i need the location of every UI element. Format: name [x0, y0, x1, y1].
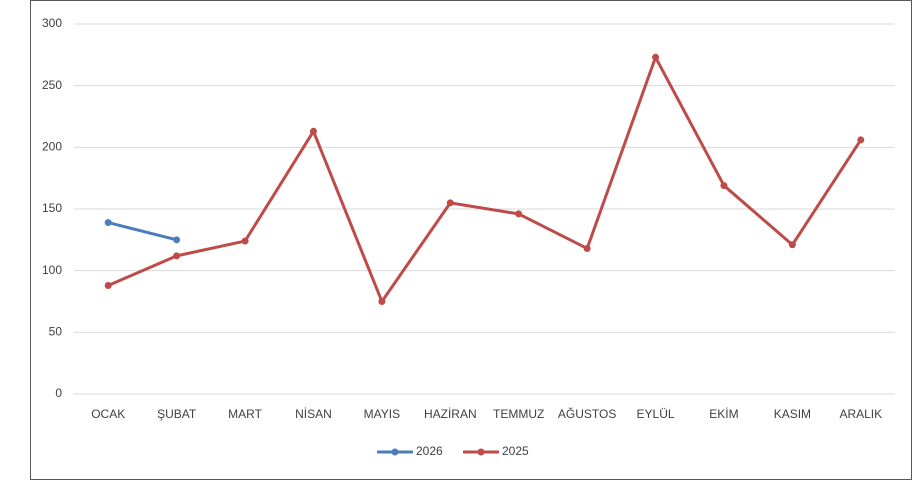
x-tick-label: MAYIS [364, 407, 400, 421]
x-tick-label: ŞUBAT [157, 407, 197, 421]
x-tick-label: HAZİRAN [424, 407, 477, 421]
x-tick-label: KASIM [774, 407, 811, 421]
x-tick-label: OCAK [91, 407, 125, 421]
point [652, 53, 660, 61]
point [241, 237, 249, 245]
y-tick-label: 0 [55, 386, 62, 400]
legend-marker [477, 448, 485, 456]
y-tick-label: 50 [49, 325, 63, 339]
y-tick-label: 200 [42, 140, 62, 154]
series-line [107, 55, 863, 303]
point [104, 281, 112, 289]
x-tick-label: TEMMUZ [493, 407, 544, 421]
point [309, 127, 317, 135]
x-tick-label: NİSAN [295, 407, 332, 421]
legend-marker [391, 448, 399, 456]
x-tick-label: MART [228, 407, 262, 421]
point [378, 298, 386, 305]
point [720, 182, 728, 190]
x-tick-label: EYLÜL [637, 407, 675, 421]
point [583, 244, 591, 252]
point [788, 241, 796, 249]
x-tick-label: AĞUSTOS [558, 406, 616, 421]
y-tick-label: 250 [42, 78, 62, 92]
x-tick-label: ARALIK [839, 407, 882, 421]
y-tick-label: 100 [42, 263, 62, 277]
point [173, 252, 181, 260]
series-line [107, 221, 177, 242]
y-tick-label: 150 [42, 201, 62, 215]
legend-label: 2026 [416, 444, 443, 458]
legend-label: 2025 [502, 444, 529, 458]
x-tick-label: EKİM [709, 407, 738, 421]
point [173, 236, 181, 244]
y-tick-label: 300 [42, 16, 62, 30]
point [104, 219, 112, 227]
point [857, 136, 865, 144]
point [446, 199, 454, 207]
point [515, 210, 523, 218]
